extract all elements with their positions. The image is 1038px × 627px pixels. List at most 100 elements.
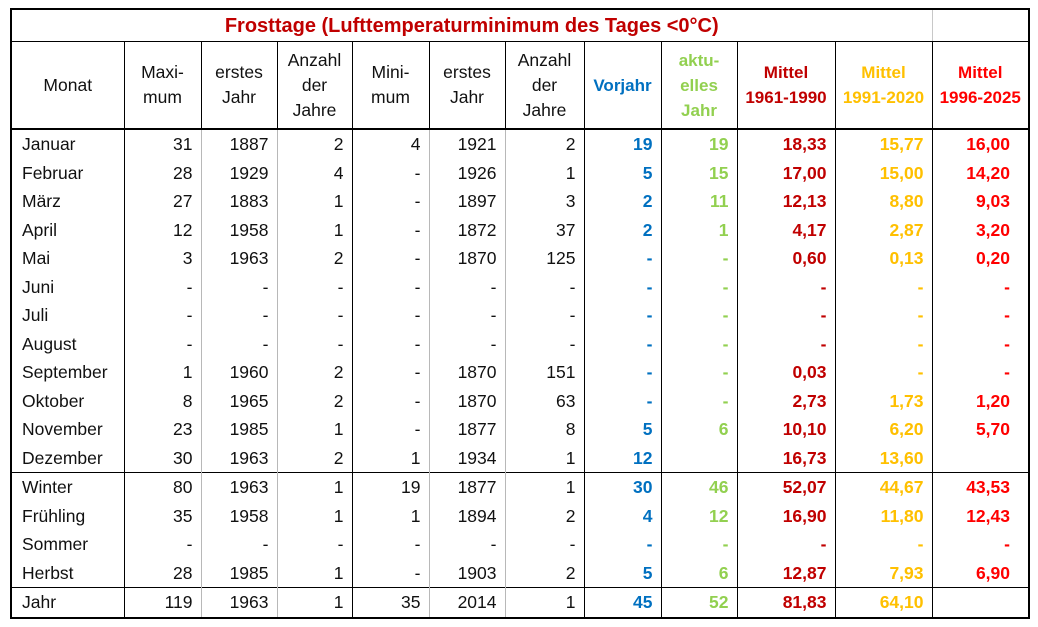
cell-maximum: 30 (123, 443, 202, 473)
cell-mittel-1996-2025: 9,03 (931, 187, 1030, 216)
cell-maximum: 35 (123, 501, 202, 530)
cell-aktuelles-jahr: - (660, 530, 738, 559)
header-maximum: Maxi-mum (123, 41, 202, 130)
cell-anzahl-min: - (504, 301, 585, 330)
cell-mittel-1961-1990: 17,00 (736, 158, 836, 187)
cell-minimum: 1 (351, 501, 430, 530)
cell-mittel-1991-2020: 44,67 (834, 472, 933, 502)
table-row: Dezember 30 1963 2 1 1934 1 12 16,73 13,60 (10, 443, 1030, 473)
cell-vorjahr: - (583, 530, 662, 559)
cell-vorjahr: - (583, 301, 662, 330)
cell-monat: Januar (10, 129, 125, 159)
cell-mittel-1961-1990: 0,03 (736, 358, 836, 387)
cell-aktuelles-jahr: 11 (660, 187, 738, 216)
cell-minimum: - (351, 358, 430, 387)
cell-aktuelles-jahr: 6 (660, 558, 738, 588)
cell-minimum: - (351, 415, 430, 444)
title-row: Frosttage (Lufttemperaturminimum des Tag… (10, 8, 1030, 42)
table-row: Juli - - - - - - - - - - - (10, 301, 1030, 330)
cell-mittel-1991-2020: - (834, 272, 933, 301)
cell-erstes-jahr-max: 1963 (200, 587, 278, 619)
cell-erstes-jahr-min: 1897 (428, 187, 506, 216)
cell-mittel-1991-2020: 0,13 (834, 244, 933, 273)
cell-mittel-1961-1990: - (736, 530, 836, 559)
cell-maximum: 31 (123, 129, 202, 159)
cell-erstes-jahr-max: 1963 (200, 244, 278, 273)
cell-mittel-1961-1990: 0,60 (736, 244, 836, 273)
cell-mittel-1996-2025: - (931, 272, 1030, 301)
cell-erstes-jahr-max: 1887 (200, 129, 278, 159)
cell-anzahl-min: 8 (504, 415, 585, 444)
cell-anzahl-min: 2 (504, 558, 585, 588)
cell-monat: Winter (10, 472, 125, 502)
cell-mittel-1991-2020: - (834, 530, 933, 559)
cell-anzahl-min: 2 (504, 129, 585, 159)
cell-vorjahr: - (583, 358, 662, 387)
cell-erstes-jahr-min: 1894 (428, 501, 506, 530)
cell-anzahl-max: 1 (276, 415, 353, 444)
cell-mittel-1991-2020: 6,20 (834, 415, 933, 444)
cell-erstes-jahr-min: 1934 (428, 443, 506, 473)
cell-monat: Sommer (10, 530, 125, 559)
cell-vorjahr: 5 (583, 415, 662, 444)
cell-anzahl-max: - (276, 272, 353, 301)
cell-vorjahr: 5 (583, 558, 662, 588)
cell-mittel-1996-2025: - (931, 329, 1030, 358)
cell-mittel-1961-1990: 16,90 (736, 501, 836, 530)
cell-monat: Oktober (10, 386, 125, 415)
header-row: Monat Maxi-mum erstes Jahr Anzahl der Jahre… (10, 41, 1030, 130)
cell-monat: Mai (10, 244, 125, 273)
cell-maximum: 28 (123, 158, 202, 187)
cell-erstes-jahr-min: - (428, 301, 506, 330)
cell-maximum: 27 (123, 187, 202, 216)
cell-aktuelles-jahr: - (660, 244, 738, 273)
cell-erstes-jahr-max: - (200, 530, 278, 559)
cell-erstes-jahr-max: - (200, 301, 278, 330)
header-mittel-1991-2020: Mittel 1991-2020 (834, 41, 933, 130)
cell-anzahl-min: 1 (504, 472, 585, 502)
table-row: August - - - - - - - - - - - (10, 329, 1030, 358)
cell-anzahl-max: 2 (276, 244, 353, 273)
cell-aktuelles-jahr: 52 (660, 587, 738, 619)
cell-minimum: 35 (351, 587, 430, 619)
cell-erstes-jahr-max: - (200, 272, 278, 301)
cell-aktuelles-jahr: 46 (660, 472, 738, 502)
cell-erstes-jahr-max: 1929 (200, 158, 278, 187)
cell-anzahl-min: 63 (504, 386, 585, 415)
header-erstes-jahr-min: erstes Jahr (428, 41, 506, 130)
cell-monat: Juli (10, 301, 125, 330)
table-row: Herbst 28 1985 1-1903 2 5 6 12,87 7,93 6,90 (10, 558, 1030, 588)
cell-mittel-1996-2025: 5,70 (931, 415, 1030, 444)
cell-maximum: 23 (123, 415, 202, 444)
table-row: Sommer - - - - - - - - - - - (10, 530, 1030, 559)
title-blank-cell (931, 8, 1030, 42)
header-anzahl-min: Anzahl der Jahre (504, 41, 585, 130)
cell-aktuelles-jahr: 1 (660, 215, 738, 244)
cell-mittel-1991-2020: 15,77 (834, 129, 933, 159)
cell-erstes-jahr-max: 1985 (200, 558, 278, 588)
cell-mittel-1996-2025: 12,43 (931, 501, 1030, 530)
cell-vorjahr: - (583, 272, 662, 301)
table-row: Mai 3 1963 2-1870 125- -0,60 0,13 0,20 (10, 244, 1030, 273)
cell-aktuelles-jahr: - (660, 329, 738, 358)
cell-mittel-1991-2020: - (834, 329, 933, 358)
cell-anzahl-max: 1 (276, 215, 353, 244)
cell-maximum: 119 (123, 587, 202, 619)
cell-mittel-1996-2025: 3,20 (931, 215, 1030, 244)
cell-vorjahr: 19 (583, 129, 662, 159)
cell-mittel-1996-2025: 43,53 (931, 472, 1030, 502)
cell-mittel-1991-2020: 1,73 (834, 386, 933, 415)
table-row: Juni - - - - - - - - - - - (10, 272, 1030, 301)
cell-anzahl-max: 1 (276, 587, 353, 619)
table-row: September 1 1960 2-1870 151- -0,03- - (10, 358, 1030, 387)
cell-anzahl-max: - (276, 530, 353, 559)
table-row: Winter 80 1963 1 19 1877 1 30 46 52,07 44,67 43,53 (10, 472, 1030, 502)
cell-erstes-jahr-min: - (428, 329, 506, 358)
cell-monat: November (10, 415, 125, 444)
table-row: April 12 1958 1-1872 37 2 1 4,17 2,87 3,20 (10, 215, 1030, 244)
cell-aktuelles-jahr: 12 (660, 501, 738, 530)
cell-erstes-jahr-min: - (428, 530, 506, 559)
cell-mittel-1996-2025 (931, 443, 1030, 473)
cell-mittel-1996-2025 (931, 587, 1030, 619)
cell-mittel-1961-1990: 52,07 (736, 472, 836, 502)
